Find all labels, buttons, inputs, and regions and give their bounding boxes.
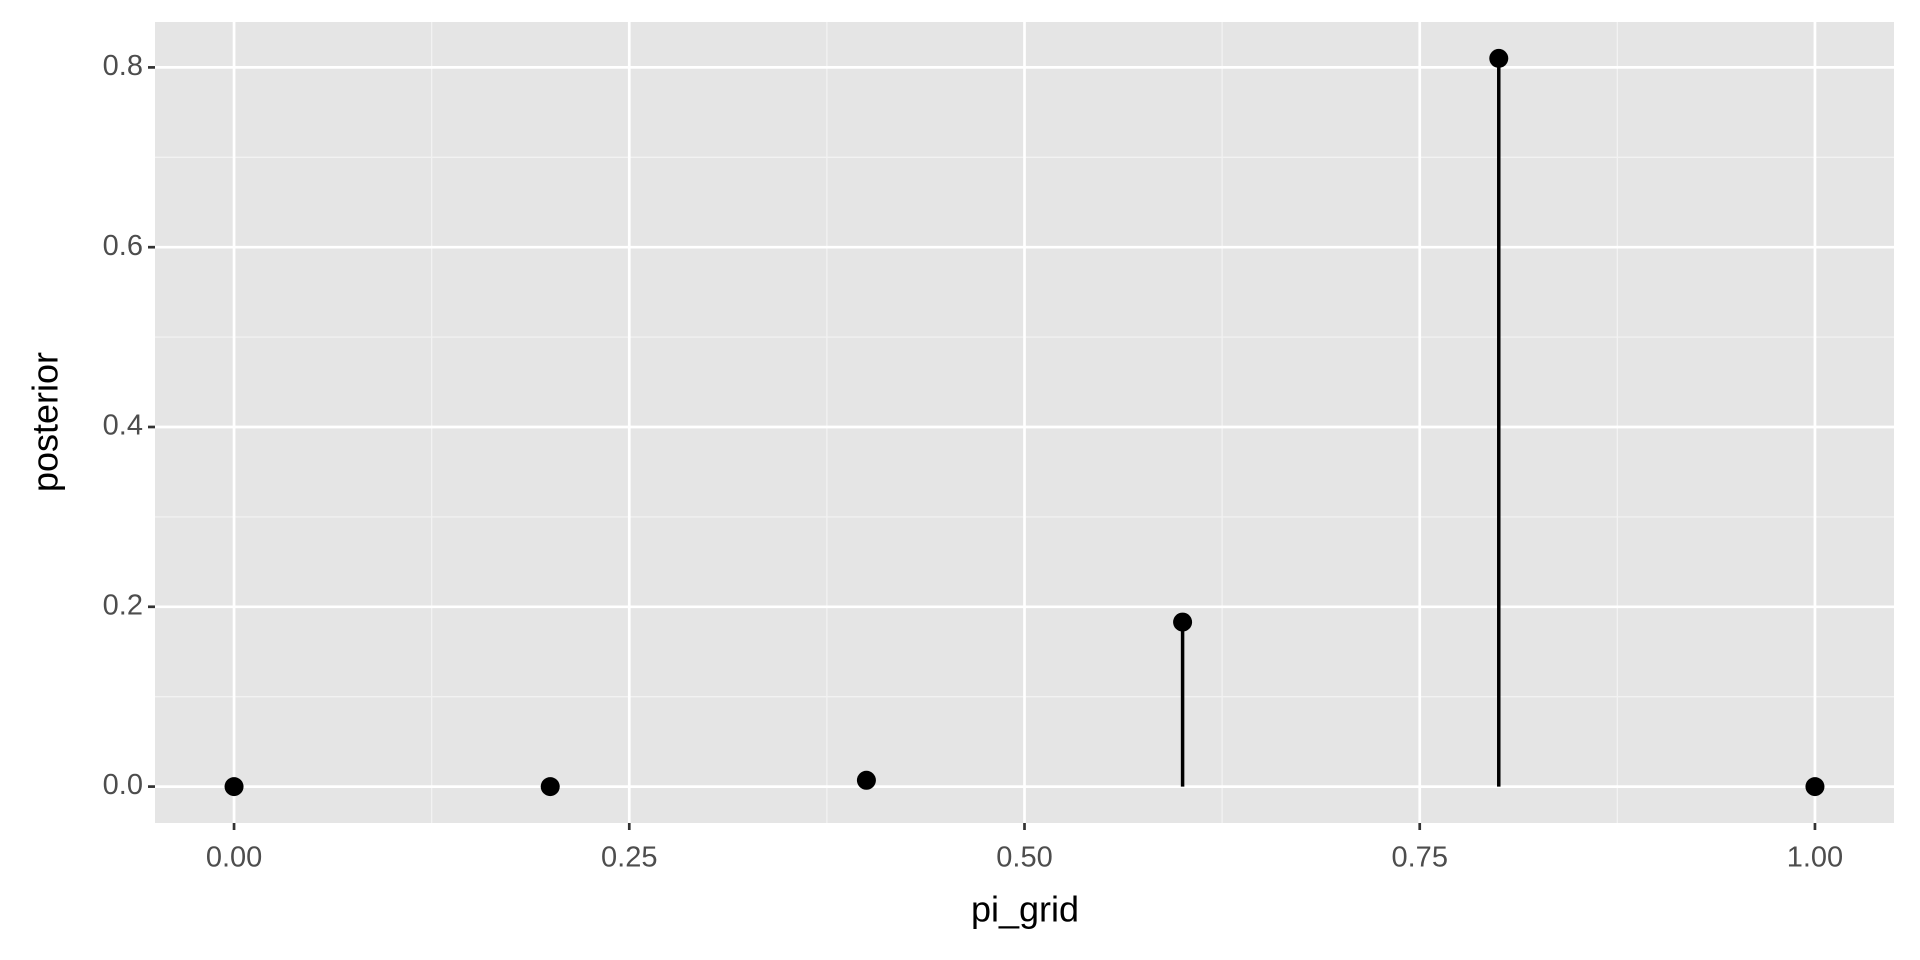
x-tick-label: 0.50 xyxy=(996,842,1052,874)
y-axis-title: posterior xyxy=(25,352,66,492)
y-tick-label: 0.8 xyxy=(103,50,143,82)
y-tick-label: 0.2 xyxy=(103,589,143,621)
x-axis-title: pi_grid xyxy=(971,889,1079,930)
x-tick-label: 0.00 xyxy=(206,842,262,874)
y-tick-label: 0.4 xyxy=(103,410,143,442)
point xyxy=(540,777,560,797)
x-tick-label: 0.25 xyxy=(601,842,657,874)
x-tick-label: 1.00 xyxy=(1787,842,1843,874)
y-tick-label: 0.6 xyxy=(103,230,143,262)
y-tick-label: 0.0 xyxy=(103,769,143,801)
x-tick-label: 0.75 xyxy=(1392,842,1448,874)
point xyxy=(1805,777,1825,797)
point xyxy=(1173,612,1193,632)
point xyxy=(224,777,244,797)
point xyxy=(856,770,876,790)
point xyxy=(1489,48,1509,68)
